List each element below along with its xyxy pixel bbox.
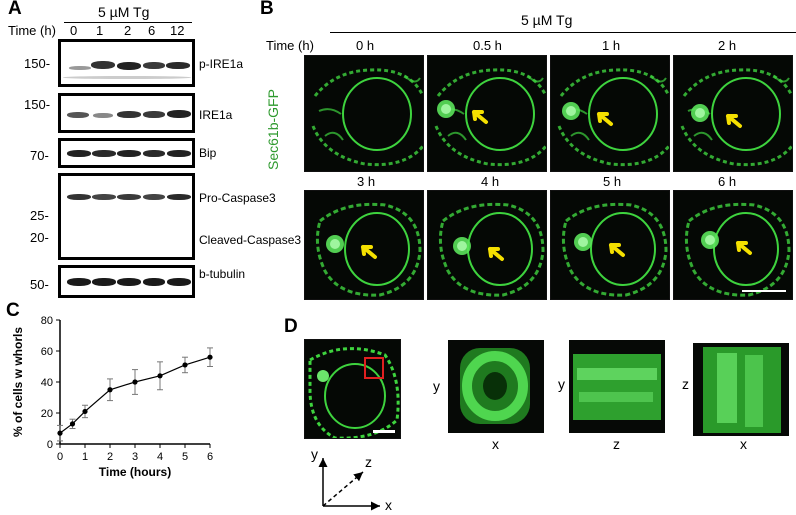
lane-label-6: 6 [148, 23, 156, 38]
data-point [132, 379, 138, 385]
time-label-4h: 4 h [481, 174, 500, 189]
y-tick-label: 40 [41, 377, 53, 389]
x-tick-label: 6 [207, 451, 213, 463]
roi-box [364, 357, 384, 379]
data-point [182, 362, 188, 368]
marker-150-b: 150- [24, 97, 51, 112]
micrograph-1h [550, 55, 670, 172]
axis-label-x-1: x [492, 436, 499, 452]
blot-label-p-ire1a: p-IRE1a [199, 57, 244, 71]
marker-70: 70- [30, 148, 49, 163]
y-axis-title: % of cells w whorls [11, 327, 25, 437]
blot-label-bip: Bip [199, 146, 217, 160]
reconstruction-zy [569, 340, 665, 433]
blot-caspase3 [58, 173, 195, 260]
blot-label-ire1a: IRE1a [199, 108, 233, 122]
time-label-1h: 1 h [602, 38, 621, 53]
axis-label-y-2: y [558, 376, 565, 392]
data-point [157, 373, 163, 379]
marker-20: 20- [30, 230, 49, 245]
axis-label-z-3: z [682, 376, 689, 392]
axes-diagram [318, 458, 380, 511]
micrograph-6h [673, 190, 793, 300]
axis-label-y-1: y [433, 378, 440, 394]
time-label-3h: 3 h [357, 174, 376, 189]
blot-label-b-tubulin: b-tubulin [199, 267, 246, 281]
blot-bip [58, 138, 195, 168]
data-point [57, 430, 63, 436]
lane-label-12: 12 [170, 23, 185, 38]
blot-ire1a [58, 93, 195, 133]
time-label-6h: 6 h [718, 174, 737, 189]
micrograph-4h [427, 190, 547, 300]
panel-b-treatment: 5 µM Tg [521, 12, 573, 28]
blot-b-tubulin [58, 265, 195, 298]
panel-a-treatment-line [64, 22, 192, 23]
time-label-5h: 5 h [603, 174, 622, 189]
x-tick-label: 1 [82, 451, 88, 463]
panel-b-letter: B [260, 0, 274, 19]
blot-p-ire1a [58, 39, 195, 87]
micrograph-2h [673, 55, 793, 172]
micrograph-3h [304, 190, 424, 300]
y-tick-label: 0 [47, 439, 53, 451]
data-point [69, 421, 76, 427]
axis-label-x-3: x [740, 436, 747, 452]
x-axis-title: Time (hours) [99, 465, 171, 479]
lane-label-0: 0 [70, 23, 78, 38]
time-label-0h: 0 h [356, 38, 375, 53]
blot-label-cleaved-caspase3: Cleaved-Caspase3 [199, 233, 302, 247]
axis-diagram-y: y [311, 446, 318, 462]
marker-25: 25- [30, 208, 49, 223]
data-point [107, 387, 113, 393]
panel-c-letter: C [6, 300, 20, 321]
lane-label-1: 1 [96, 23, 104, 38]
micrograph-0-5h [427, 55, 547, 172]
blot-label-pro-caspase3: Pro-Caspase3 [199, 191, 276, 205]
reconstruction-xy [448, 340, 544, 433]
x-tick-label: 4 [157, 451, 163, 463]
panel-d-letter: D [284, 316, 298, 337]
y-tick-label: 20 [41, 408, 53, 420]
micrograph-0h [304, 55, 424, 172]
y-tick-label: 80 [41, 315, 53, 327]
panel-b-treatment-line [330, 32, 796, 33]
axis-diagram-z: z [365, 454, 372, 470]
micrograph-roi [304, 339, 401, 439]
channel-label: Sec61b-GFP [265, 89, 281, 170]
series-line [59, 356, 211, 434]
time-label-0-5h: 0.5 h [473, 38, 502, 53]
panel-b-time-label: Time (h) [266, 38, 314, 53]
data-point [82, 408, 88, 415]
data-point [207, 354, 213, 360]
x-tick-label: 2 [107, 451, 113, 463]
x-tick-label: 0 [57, 451, 63, 463]
marker-50: 50- [30, 277, 49, 292]
axis-label-z-2: z [613, 436, 620, 452]
x-tick-label: 3 [132, 451, 138, 463]
x-tick-label: 5 [182, 451, 188, 463]
micrograph-5h [550, 190, 670, 300]
time-label-2h: 2 h [718, 38, 737, 53]
panel-a-letter: A [8, 0, 22, 19]
panel-a-treatment: 5 µM Tg [98, 4, 150, 20]
axis-diagram-x: x [385, 497, 392, 513]
panel-a-time-label: Time (h) [8, 23, 56, 38]
reconstruction-xz [693, 343, 789, 436]
y-tick-label: 60 [41, 346, 53, 358]
marker-150-a: 150- [24, 56, 51, 71]
lane-label-2: 2 [124, 23, 132, 38]
chart-whorls: 0 20 40 60 80 0 1 2 3 4 5 6 Time (hours) % of cells w… [11, 315, 213, 479]
